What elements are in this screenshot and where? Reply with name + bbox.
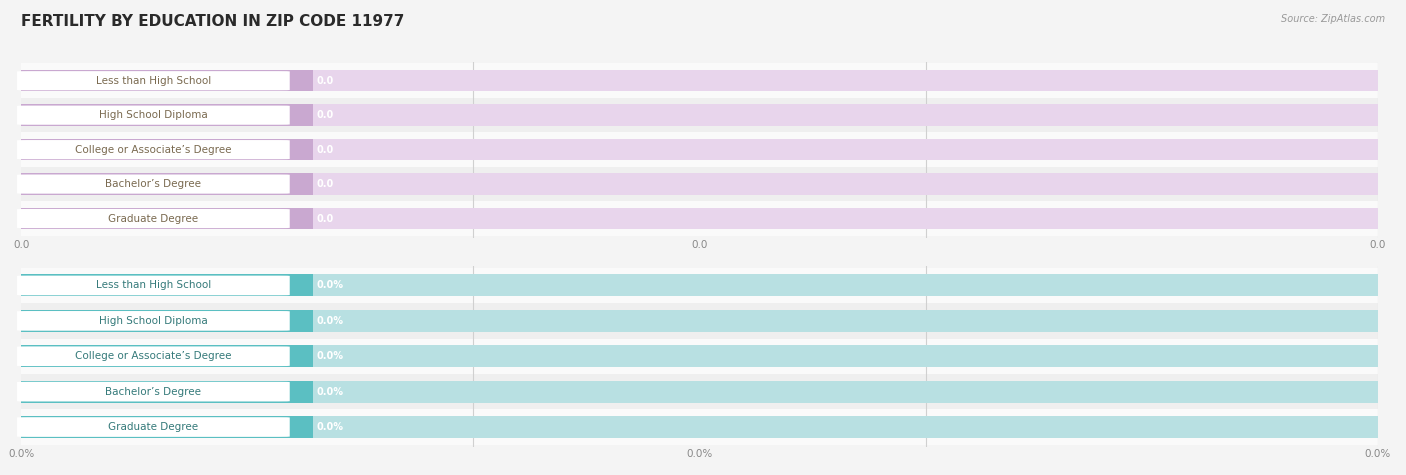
Bar (21, 275, 1378, 296)
Text: High School Diploma: High School Diploma (98, 316, 208, 326)
Text: Bachelor’s Degree: Bachelor’s Degree (105, 179, 201, 189)
Text: 0.0: 0.0 (316, 179, 335, 189)
Text: Bachelor’s Degree: Bachelor’s Degree (105, 387, 201, 397)
FancyBboxPatch shape (17, 417, 290, 437)
Bar (21, 64, 1378, 98)
Bar (21, 139, 312, 160)
Bar (21, 310, 312, 332)
Text: Source: ZipAtlas.com: Source: ZipAtlas.com (1281, 14, 1385, 24)
Bar (21, 268, 1378, 303)
Text: FERTILITY BY EDUCATION IN ZIP CODE 11977: FERTILITY BY EDUCATION IN ZIP CODE 11977 (21, 14, 405, 29)
Text: Less than High School: Less than High School (96, 280, 211, 291)
Bar (21, 374, 1378, 409)
FancyBboxPatch shape (17, 140, 290, 159)
Text: Graduate Degree: Graduate Degree (108, 214, 198, 224)
Text: 0.0%: 0.0% (316, 351, 344, 361)
Bar (21, 167, 1378, 201)
Text: High School Diploma: High School Diploma (98, 110, 208, 120)
Bar (21, 173, 1378, 195)
Text: 0.0%: 0.0% (316, 280, 344, 291)
Text: 0.0%: 0.0% (316, 387, 344, 397)
Text: 0.0: 0.0 (316, 214, 335, 224)
Bar (21, 70, 1378, 91)
Text: 0.0: 0.0 (316, 144, 335, 155)
FancyBboxPatch shape (17, 382, 290, 401)
Bar (21, 208, 312, 229)
Text: College or Associate’s Degree: College or Associate’s Degree (75, 351, 232, 361)
Bar (21, 104, 312, 126)
Bar (21, 339, 1378, 374)
Text: Graduate Degree: Graduate Degree (108, 422, 198, 432)
Text: 0.0: 0.0 (316, 110, 335, 120)
Bar (21, 104, 1378, 126)
FancyBboxPatch shape (17, 311, 290, 331)
Bar (21, 201, 1378, 236)
Bar (21, 380, 1378, 403)
Bar (21, 98, 1378, 133)
FancyBboxPatch shape (17, 346, 290, 366)
FancyBboxPatch shape (17, 105, 290, 125)
FancyBboxPatch shape (17, 174, 290, 194)
Bar (21, 345, 312, 367)
Bar (21, 416, 312, 438)
Bar (21, 409, 1378, 445)
Bar (21, 345, 1378, 367)
Bar (21, 139, 1378, 160)
Bar (21, 70, 312, 91)
Bar (21, 303, 1378, 339)
Bar (21, 275, 312, 296)
Text: 0.0%: 0.0% (316, 316, 344, 326)
Bar (21, 208, 1378, 229)
FancyBboxPatch shape (17, 71, 290, 90)
Text: 0.0: 0.0 (316, 76, 335, 86)
Text: College or Associate’s Degree: College or Associate’s Degree (75, 144, 232, 155)
Bar (21, 173, 312, 195)
Bar (21, 416, 1378, 438)
Bar (21, 380, 312, 403)
Bar (21, 133, 1378, 167)
FancyBboxPatch shape (17, 209, 290, 228)
FancyBboxPatch shape (17, 276, 290, 295)
Bar (21, 310, 1378, 332)
Text: 0.0%: 0.0% (316, 422, 344, 432)
Text: Less than High School: Less than High School (96, 76, 211, 86)
